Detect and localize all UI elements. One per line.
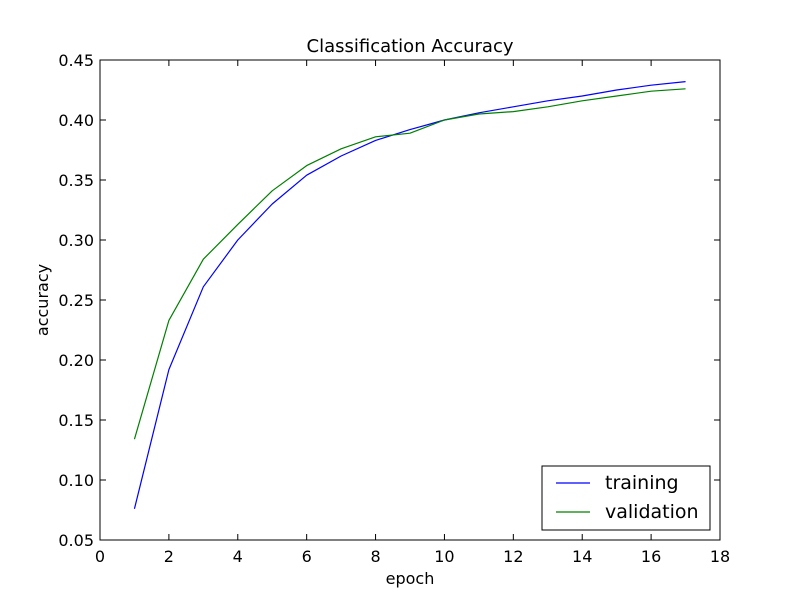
x-tick-label: 14	[572, 547, 592, 566]
series-layer	[133, 81, 686, 509]
y-tick-label: 0.25	[58, 291, 94, 310]
tick-layer: 0 2 4 6 8 10 12 14 16 18 0.05 0.10 0.15 0.20 0.25 0.30 0…	[58, 51, 730, 566]
series-line-training	[133, 81, 686, 509]
y-tick-label: 0.35	[58, 171, 94, 190]
plot-frame	[99, 59, 721, 541]
legend-label-validation: validation	[605, 501, 699, 523]
x-tick-label: 6	[302, 547, 312, 566]
x-tick-label: 8	[370, 547, 380, 566]
y-tick-label: 0.45	[58, 51, 94, 70]
x-tick-label: 2	[164, 547, 174, 566]
y-tick-label: 0.15	[58, 411, 94, 430]
legend-box	[541, 465, 711, 531]
x-tick-label: 0	[95, 547, 105, 566]
y-tick-label: 0.10	[58, 471, 94, 490]
x-tick-label: 18	[710, 547, 730, 566]
x-tick-label: 10	[434, 547, 454, 566]
y-tick-label: 0.30	[58, 231, 94, 250]
x-tick-label: 4	[233, 547, 243, 566]
chart-title: Classification Accuracy	[307, 36, 514, 57]
y-tick-label: 0.20	[58, 351, 94, 370]
x-tick-label: 16	[641, 547, 661, 566]
legend-label-training: training	[605, 472, 679, 494]
y-axis-title: accuracy	[33, 264, 52, 336]
legend: training validation	[541, 465, 711, 531]
y-tick-label: 0.05	[58, 531, 94, 550]
x-axis-title: epoch	[386, 569, 435, 588]
x-tick-label: 12	[503, 547, 523, 566]
series-line-validation	[133, 88, 686, 440]
y-tick-label: 0.40	[58, 111, 94, 130]
